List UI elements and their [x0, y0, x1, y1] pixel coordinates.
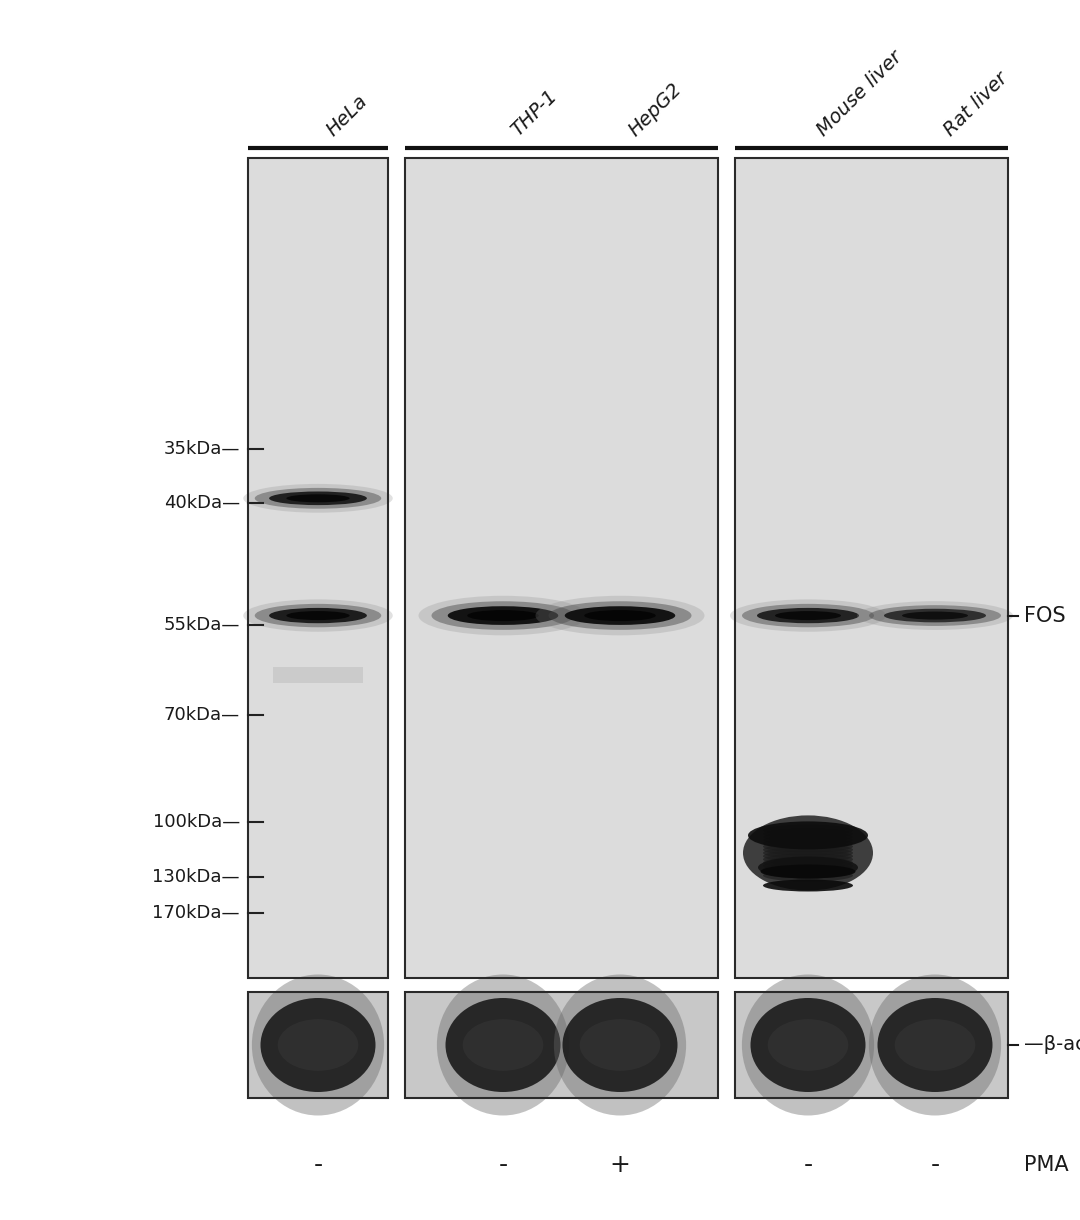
- Ellipse shape: [286, 494, 350, 503]
- Bar: [735, 992, 1008, 1098]
- Text: 35kDa—: 35kDa—: [164, 440, 240, 458]
- Ellipse shape: [269, 492, 367, 505]
- Text: PMA: PMA: [1024, 1155, 1068, 1175]
- Bar: [405, 159, 718, 978]
- Ellipse shape: [762, 837, 853, 849]
- Ellipse shape: [760, 865, 855, 878]
- Ellipse shape: [768, 1019, 848, 1071]
- Text: 130kDa—: 130kDa—: [152, 869, 240, 886]
- Ellipse shape: [757, 608, 859, 623]
- Ellipse shape: [432, 601, 575, 630]
- Text: Mouse liver: Mouse liver: [813, 48, 905, 140]
- Bar: [735, 159, 1008, 978]
- Ellipse shape: [742, 604, 874, 627]
- Ellipse shape: [762, 847, 853, 859]
- Text: 170kDa—: 170kDa—: [152, 904, 240, 922]
- Bar: [248, 992, 388, 1098]
- Text: FOS: FOS: [1024, 605, 1066, 626]
- Text: Rat liver: Rat liver: [940, 68, 1011, 140]
- Ellipse shape: [869, 605, 1001, 626]
- Ellipse shape: [762, 856, 853, 869]
- Ellipse shape: [858, 601, 1013, 630]
- Ellipse shape: [730, 599, 886, 632]
- Ellipse shape: [243, 599, 393, 632]
- Ellipse shape: [762, 825, 853, 837]
- Ellipse shape: [462, 1019, 543, 1071]
- Ellipse shape: [762, 831, 853, 843]
- Ellipse shape: [255, 488, 381, 509]
- Bar: [248, 159, 388, 978]
- Ellipse shape: [584, 610, 656, 621]
- Ellipse shape: [419, 595, 588, 636]
- Text: 70kDa—: 70kDa—: [164, 706, 240, 723]
- Ellipse shape: [742, 975, 874, 1115]
- Text: 55kDa—: 55kDa—: [164, 616, 240, 634]
- Text: 100kDa—: 100kDa—: [152, 814, 240, 831]
- Ellipse shape: [762, 850, 853, 863]
- Ellipse shape: [877, 998, 993, 1092]
- Text: THP-1: THP-1: [508, 87, 562, 140]
- Ellipse shape: [762, 854, 853, 865]
- Ellipse shape: [437, 975, 569, 1115]
- Ellipse shape: [748, 821, 868, 849]
- Bar: [735, 159, 1008, 978]
- Ellipse shape: [762, 841, 853, 853]
- Ellipse shape: [751, 998, 865, 1092]
- Ellipse shape: [762, 844, 853, 855]
- Ellipse shape: [775, 611, 841, 620]
- Ellipse shape: [762, 866, 853, 878]
- Text: -: -: [313, 1153, 323, 1177]
- Ellipse shape: [743, 815, 873, 891]
- Bar: [405, 992, 718, 1098]
- Bar: [273, 666, 363, 683]
- Ellipse shape: [902, 611, 968, 620]
- Ellipse shape: [448, 606, 558, 625]
- Ellipse shape: [536, 595, 704, 636]
- Ellipse shape: [762, 834, 853, 845]
- Text: HepG2: HepG2: [625, 79, 686, 140]
- Text: -: -: [499, 1153, 508, 1177]
- Ellipse shape: [252, 975, 384, 1115]
- Text: —β-actin: —β-actin: [1024, 1036, 1080, 1054]
- Ellipse shape: [278, 1019, 359, 1071]
- Ellipse shape: [762, 870, 853, 882]
- Ellipse shape: [563, 998, 677, 1092]
- Ellipse shape: [885, 609, 986, 622]
- Ellipse shape: [255, 604, 381, 627]
- Bar: [248, 992, 388, 1098]
- Ellipse shape: [269, 608, 367, 623]
- Ellipse shape: [554, 975, 686, 1115]
- Text: -: -: [804, 1153, 812, 1177]
- Ellipse shape: [565, 606, 675, 625]
- Text: +: +: [609, 1153, 631, 1177]
- Ellipse shape: [549, 601, 691, 630]
- Ellipse shape: [260, 998, 376, 1092]
- Ellipse shape: [468, 610, 539, 621]
- Text: HeLa: HeLa: [323, 92, 372, 140]
- Ellipse shape: [762, 880, 853, 892]
- Ellipse shape: [243, 484, 393, 512]
- Bar: [405, 159, 718, 978]
- Ellipse shape: [580, 1019, 660, 1071]
- Ellipse shape: [762, 860, 853, 872]
- Ellipse shape: [286, 611, 350, 620]
- Text: 40kDa—: 40kDa—: [164, 494, 240, 512]
- Ellipse shape: [894, 1019, 975, 1071]
- Text: -: -: [931, 1153, 940, 1177]
- Ellipse shape: [758, 856, 858, 878]
- Bar: [735, 992, 1008, 1098]
- Bar: [405, 992, 718, 1098]
- Ellipse shape: [762, 863, 853, 875]
- Ellipse shape: [762, 827, 853, 839]
- Bar: [248, 159, 388, 978]
- Ellipse shape: [446, 998, 561, 1092]
- Ellipse shape: [869, 975, 1001, 1115]
